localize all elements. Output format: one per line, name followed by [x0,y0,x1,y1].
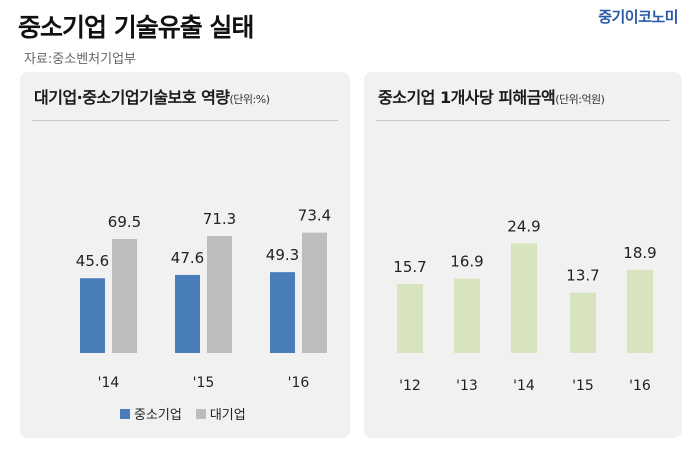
data-label: 45.6 [76,252,109,270]
capability-chart: 45.6 69.5 '14 47.6 71.3 '15 49.3 73.4 '16 [76,207,331,391]
bar-sme [270,272,295,353]
data-label: 13.7 [566,267,599,285]
data-label: 18.9 [623,244,656,262]
source-note: 자료:중소벤처기업부 [24,52,137,67]
panel-divider [376,120,670,121]
capability-chart-panel: 대기업·중소기업기술보호 역량(단위:%) 45.6 69.5 '14 47.6 71.… [20,72,350,438]
brand-logo: 중기이코노미 [598,8,678,26]
bar-damage [511,243,537,353]
capability-chart-unit: (단위:%) [229,93,270,106]
x-tick-label: '14 [513,378,535,394]
x-tick-label: '14 [98,375,120,391]
data-label: 49.3 [266,246,299,264]
damage-chart-panel: 중소기업 1개사당 피해금액(단위:억원) 15.7 '12 16.9 '13 24.9… [364,72,682,438]
x-tick-label: '15 [572,378,594,394]
bar-damage [627,269,653,353]
data-label: 24.9 [507,217,540,235]
bar-damage [454,278,480,353]
x-tick-label: '13 [456,378,478,394]
legend-label-large: 대기업 [209,408,246,423]
bar-damage [570,292,596,353]
bar-sme [175,274,200,353]
damage-chart-unit: (단위:억원) [555,93,605,106]
data-label: 47.6 [171,249,204,267]
chart-legend: 중소기업 대기업 [120,404,246,423]
legend-item-large: 대기업 [195,404,246,423]
damage-chart: 15.7 '12 16.9 '13 24.9 '14 13.7 '15 18.9 '16 [393,217,656,394]
legend-swatch-large [195,408,206,419]
x-tick-label: '12 [399,378,421,394]
x-tick-label: '16 [288,375,310,391]
legend-item-sme: 중소기업 [120,404,182,423]
bar-damage [397,283,423,353]
damage-chart-title: 중소기업 1개사당 피해금액(단위:억원) [378,84,605,108]
legend-swatch-sme [120,408,130,419]
data-label: 73.4 [298,207,331,225]
capability-chart-title-text: 대기업·중소기업기술보호 역량 [34,88,230,107]
legend-label-sme: 중소기업 [134,408,182,423]
damage-chart-title-text: 중소기업 1개사당 피해금액 [378,88,556,107]
x-tick-label: '15 [193,375,215,391]
capability-chart-title: 대기업·중소기업기술보호 역량(단위:%) [34,84,270,108]
bar-large [302,232,327,353]
bar-sme [80,278,105,353]
data-label: 69.5 [108,213,141,231]
bar-large [207,236,232,353]
data-label: 71.3 [203,210,236,228]
bar-large [112,239,137,353]
data-label: 16.9 [450,253,483,271]
page-title: 중소기업 기술유출 실태 [18,13,254,42]
x-tick-label: '16 [629,378,651,394]
panel-divider [32,120,338,121]
data-label: 15.7 [393,258,426,276]
